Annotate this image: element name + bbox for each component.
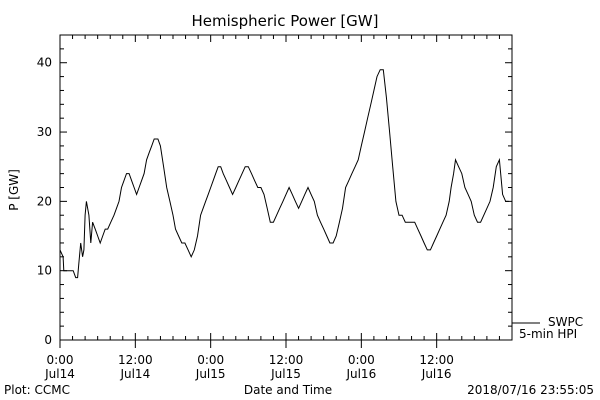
x-tick-date-label: Jul14 — [119, 367, 150, 381]
plot-frame — [59, 34, 513, 341]
series-line-swpc — [59, 69, 509, 279]
footer-timestamp: 2018/07/16 23:55:05 — [467, 383, 594, 397]
x-tick-time-label: 0:00 — [197, 353, 224, 367]
y-axis-ticks: 0 10 20 30 40 — [37, 34, 512, 347]
chart-title: Hemispheric Power [GW] — [192, 12, 379, 30]
y-tick-label: 0 — [44, 333, 52, 347]
x-tick-time-label: 0:00 — [348, 353, 375, 367]
x-tick-date-label: Jul15 — [195, 367, 226, 381]
x-tick-time-label: 12:00 — [419, 353, 454, 367]
x-axis-ticks: 0:00Jul1412:00Jul140:00Jul1512:00Jul150:… — [44, 35, 513, 381]
x-tick-time-label: 0:00 — [47, 353, 74, 367]
x-axis-label: Date and Time — [244, 383, 332, 397]
y-tick-label: 40 — [37, 56, 52, 70]
y-axis-label: P [GW] — [7, 169, 21, 211]
x-tick-time-label: 12:00 — [118, 353, 153, 367]
y-tick-label: 10 — [37, 264, 52, 278]
y-tick-label: 30 — [37, 125, 52, 139]
x-tick-date-label: Jul16 — [421, 367, 452, 381]
legend-label-swpc: SWPC — [548, 315, 583, 329]
x-tick-date-label: Jul16 — [345, 367, 376, 381]
y-tick-label: 20 — [37, 194, 52, 208]
x-tick-time-label: 12:00 — [269, 353, 304, 367]
footer-plot-credit: Plot: CCMC — [4, 383, 70, 397]
x-tick-date-label: Jul14 — [44, 367, 75, 381]
legend-label-hpi: 5-min HPI — [519, 327, 577, 341]
x-tick-date-label: Jul15 — [270, 367, 301, 381]
